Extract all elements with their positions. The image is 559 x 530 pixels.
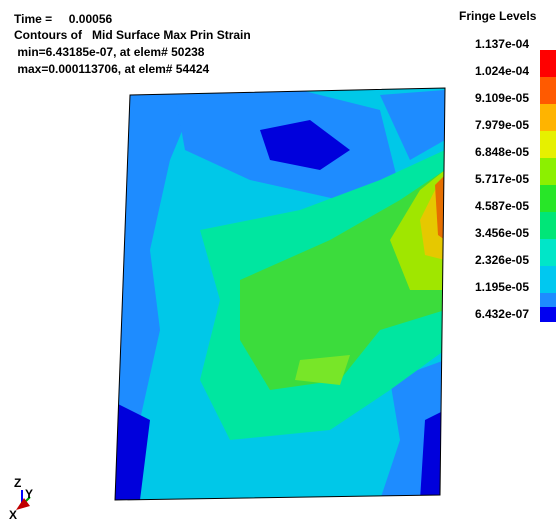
header-line: Time = 0.00056 (14, 12, 113, 26)
header-line: min=6.43185e-07, at elem# 50238 (14, 45, 205, 59)
legend-band (540, 212, 556, 239)
legend-band (540, 185, 556, 212)
legend-band (540, 77, 556, 104)
legend-band (540, 104, 556, 131)
triad-label: Y (25, 487, 33, 501)
legend-band (540, 131, 556, 158)
plate-outline (114, 87, 446, 501)
legend-level: 1.024e-04 (475, 64, 529, 78)
triad-label: X (9, 508, 17, 522)
legend: Fringe Levels (459, 9, 556, 322)
legend-level: 4.587e-05 (475, 199, 529, 213)
header-line: max=0.000113706, at elem# 54424 (14, 62, 209, 76)
legend-band (540, 158, 556, 185)
legend-level: 6.432e-07 (475, 307, 529, 321)
triad-label: Z (14, 476, 21, 490)
legend-level: 1.137e-04 (475, 37, 529, 51)
header: Time = 0.00056 Contours of Mid Surface M… (14, 12, 251, 76)
legend-band (540, 266, 556, 293)
triad-x (16, 498, 30, 510)
legend-band (540, 239, 556, 266)
legend-band (540, 293, 556, 307)
legend-level: 9.109e-05 (475, 91, 529, 105)
legend-level: 6.848e-05 (475, 145, 529, 159)
legend-level: 2.326e-05 (475, 253, 529, 267)
header-line: Contours of Mid Surface Max Prin Strain (14, 28, 251, 42)
legend-level: 3.456e-05 (475, 226, 529, 240)
legend-levels: 1.137e-04 1.024e-04 9.109e-05 7.979e-05 6.84… (475, 37, 529, 321)
legend-level: 1.195e-05 (475, 280, 529, 294)
contour-plot (115, 88, 445, 500)
legend-level: 5.717e-05 (475, 172, 529, 186)
axis-triad: Z Y X (9, 476, 33, 522)
legend-band (540, 50, 556, 77)
legend-title: Fringe Levels (459, 9, 537, 23)
legend-level: 7.979e-05 (475, 118, 529, 132)
